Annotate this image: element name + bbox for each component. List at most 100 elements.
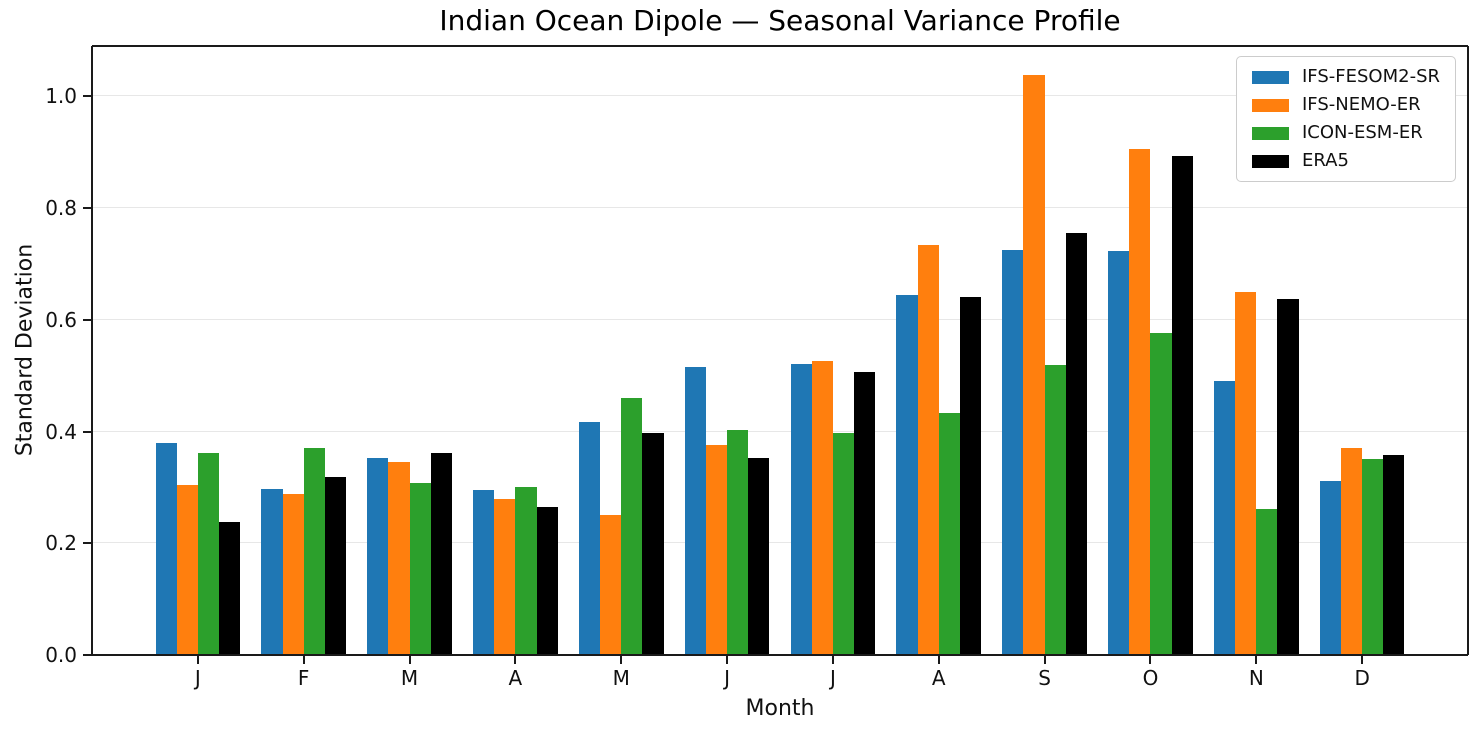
bar-ERA5-O bbox=[1171, 156, 1193, 655]
bar-IFS-FESOM2-SR-J bbox=[684, 366, 706, 655]
x-tick-mark bbox=[937, 655, 940, 664]
bar-IFS-NEMO-ER-F bbox=[282, 493, 304, 655]
bar-ERA5-F bbox=[324, 477, 347, 655]
x-tick-mark bbox=[1043, 655, 1046, 664]
bar-IFS-FESOM2-SR-J bbox=[155, 442, 177, 655]
bar-IFS-NEMO-ER-J bbox=[705, 444, 728, 655]
legend-swatch-icon bbox=[1252, 70, 1289, 84]
bar-IFS-FESOM2-SR-M bbox=[578, 422, 601, 655]
bar-IFS-NEMO-ER-J bbox=[176, 484, 198, 655]
gridline bbox=[92, 207, 1468, 209]
bar-ERA5-J bbox=[854, 372, 876, 655]
x-tick-label: M bbox=[400, 666, 419, 690]
bar-ICON-ESM-ER-N bbox=[1256, 508, 1278, 655]
x-tick-mark bbox=[514, 655, 517, 664]
x-tick-label: F bbox=[297, 666, 310, 690]
x-tick-label: O bbox=[1142, 666, 1159, 690]
x-tick-mark bbox=[620, 655, 623, 664]
legend-item: ERA5 bbox=[1252, 152, 1440, 170]
gridline bbox=[92, 430, 1468, 432]
bar-IFS-FESOM2-SR-S bbox=[1002, 249, 1024, 655]
x-tick-mark bbox=[726, 655, 729, 664]
bar-ICON-ESM-ER-O bbox=[1150, 333, 1172, 655]
y-tick-label: 0.6 bbox=[45, 307, 77, 332]
bar-ICON-ESM-ER-J bbox=[197, 452, 219, 655]
y-tick-mark bbox=[83, 207, 92, 210]
y-axis: 0.0 0.2 0.4 0.6 0.8 1.0 bbox=[0, 46, 92, 665]
y-tick-label: 0.0 bbox=[45, 643, 77, 667]
legend-label: IFS-NEMO-ER bbox=[1302, 94, 1421, 115]
spine-right bbox=[1467, 46, 1469, 655]
legend-swatch-icon bbox=[1252, 154, 1289, 168]
bar-ERA5-N bbox=[1277, 298, 1299, 655]
legend-swatch-icon bbox=[1252, 98, 1289, 112]
bar-IFS-FESOM2-SR-A bbox=[896, 294, 918, 655]
bar-ERA5-A bbox=[959, 296, 982, 655]
bar-IFS-NEMO-ER-O bbox=[1129, 149, 1151, 655]
bar-IFS-FESOM2-SR-N bbox=[1213, 380, 1236, 655]
bar-ERA5-D bbox=[1383, 454, 1405, 655]
spine-top bbox=[92, 45, 1468, 47]
y-tick-mark bbox=[83, 95, 92, 98]
bar-IFS-FESOM2-SR-F bbox=[261, 488, 283, 655]
gridline bbox=[92, 318, 1468, 320]
bar-ICON-ESM-ER-A bbox=[515, 486, 537, 655]
x-tick-label: J bbox=[829, 666, 836, 690]
legend-swatch-icon bbox=[1252, 126, 1289, 140]
x-axis-label: Month bbox=[745, 696, 815, 721]
bar-ICON-ESM-ER-D bbox=[1362, 459, 1384, 655]
bar-IFS-FESOM2-SR-O bbox=[1108, 250, 1130, 655]
legend-label: ICON-ESM-ER bbox=[1302, 122, 1423, 143]
x-tick-mark bbox=[1255, 655, 1258, 664]
chart-title: Indian Ocean Dipole — Seasonal Variance … bbox=[439, 4, 1121, 37]
y-tick-mark bbox=[83, 542, 92, 545]
bar-IFS-FESOM2-SR-A bbox=[473, 490, 495, 655]
bar-ICON-ESM-ER-A bbox=[938, 412, 960, 655]
legend-label: ERA5 bbox=[1302, 150, 1349, 171]
bar-IFS-NEMO-ER-M bbox=[388, 461, 410, 655]
bar-ICON-ESM-ER-M bbox=[621, 398, 643, 655]
y-tick-label: 0.8 bbox=[45, 196, 77, 221]
spine-bottom bbox=[92, 654, 1468, 656]
bar-IFS-NEMO-ER-A bbox=[494, 499, 516, 655]
x-tick-mark bbox=[408, 655, 411, 664]
legend-label: IFS-FESOM2-SR bbox=[1302, 66, 1440, 87]
x-tick-label: A bbox=[508, 666, 523, 690]
y-tick-mark bbox=[83, 654, 92, 656]
legend-item: IFS-FESOM2-SR bbox=[1252, 68, 1440, 86]
gridline bbox=[92, 95, 1468, 97]
bar-IFS-FESOM2-SR-D bbox=[1319, 480, 1341, 655]
bar-ICON-ESM-ER-J bbox=[832, 433, 855, 655]
bar-ICON-ESM-ER-M bbox=[409, 482, 431, 655]
bar-ERA5-M bbox=[642, 432, 664, 655]
bar-ICON-ESM-ER-J bbox=[727, 430, 749, 655]
x-tick-label: J bbox=[194, 666, 201, 690]
x-tick-mark bbox=[302, 655, 305, 664]
x-tick-label: S bbox=[1038, 666, 1051, 690]
x-tick-mark bbox=[1361, 655, 1364, 664]
legend-item: IFS-NEMO-ER bbox=[1252, 96, 1440, 114]
bar-IFS-NEMO-ER-D bbox=[1340, 448, 1363, 655]
gridline bbox=[92, 542, 1468, 544]
bar-ICON-ESM-ER-S bbox=[1044, 365, 1066, 655]
legend: IFS-FESOM2-SR IFS-NEMO-ER ICON-ESM-ER ER… bbox=[1236, 56, 1456, 182]
x-tick-mark bbox=[196, 655, 199, 664]
y-tick-mark bbox=[83, 430, 92, 433]
bar-IFS-NEMO-ER-J bbox=[811, 360, 833, 655]
bar-ERA5-J bbox=[748, 457, 770, 655]
x-tick-label: J bbox=[724, 666, 731, 690]
bar-ERA5-A bbox=[536, 506, 558, 655]
bar-ERA5-S bbox=[1065, 232, 1087, 655]
x-tick-mark bbox=[1149, 655, 1152, 664]
y-tick-label: 1.0 bbox=[45, 84, 77, 109]
bar-IFS-NEMO-ER-A bbox=[917, 244, 939, 655]
x-tick-label: N bbox=[1248, 666, 1264, 690]
y-tick-mark bbox=[83, 318, 92, 321]
spine-left bbox=[91, 46, 93, 655]
y-tick-label: 0.2 bbox=[45, 531, 77, 556]
bar-ICON-ESM-ER-F bbox=[303, 447, 325, 655]
bar-IFS-FESOM2-SR-M bbox=[367, 457, 389, 655]
y-tick-label: 0.4 bbox=[45, 419, 77, 444]
